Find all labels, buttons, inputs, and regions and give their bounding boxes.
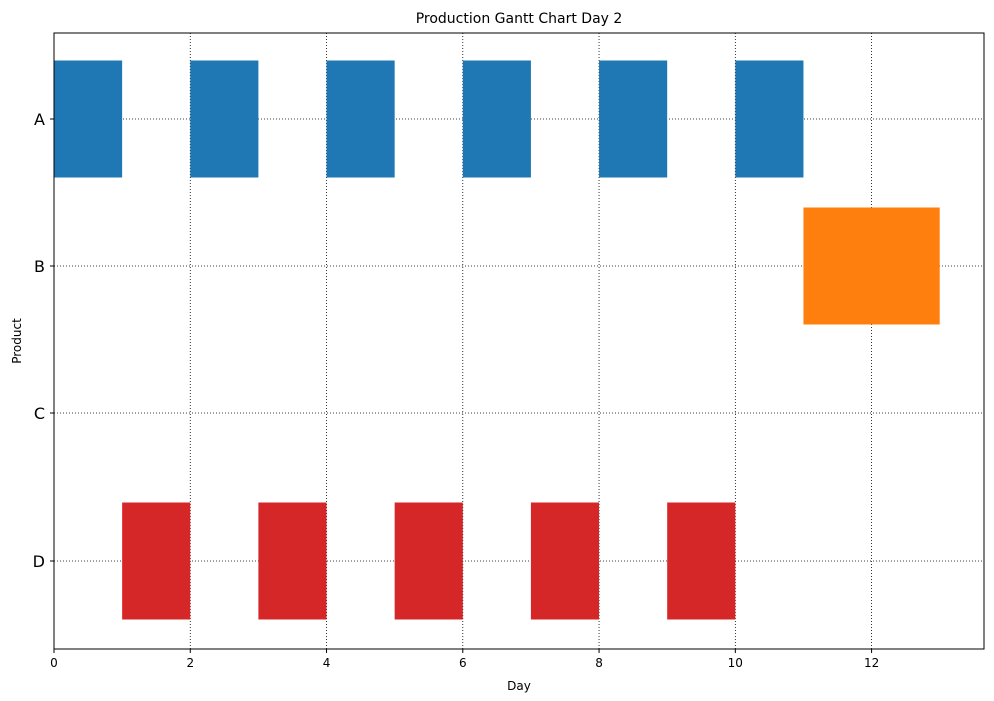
x-tick-label: 10: [728, 656, 743, 670]
y-axis-label: Product: [10, 318, 24, 364]
x-axis-ticks: 0 2 4 6 8 10 12: [50, 649, 879, 670]
chart-title: Production Gantt Chart Day 2: [416, 11, 623, 27]
plot-frame: [53, 32, 985, 650]
task-bar-a: [326, 60, 395, 178]
x-axis-label: Day: [507, 679, 531, 693]
x-tick-label: 2: [186, 656, 194, 670]
task-bar-d: [530, 502, 600, 620]
task-bar-d: [667, 502, 736, 620]
y-tick-label-a: A: [34, 110, 45, 129]
y-tick-label-d: D: [33, 552, 45, 571]
y-axis-ticks: A B C D: [33, 110, 54, 571]
task-bar-d: [258, 502, 327, 620]
task-bar-d: [394, 502, 463, 620]
task-bar-a: [599, 60, 668, 178]
x-tick-label: 12: [864, 656, 879, 670]
x-tick-label: 8: [595, 656, 603, 670]
task-bar-d: [122, 502, 191, 620]
x-tick-label: 4: [323, 656, 331, 670]
task-bars: [54, 60, 940, 620]
task-bar-a: [190, 60, 259, 178]
task-bar-a: [735, 60, 804, 178]
task-bar-b: [803, 207, 940, 325]
x-tick-label: 6: [459, 656, 467, 670]
y-tick-label-c: C: [34, 404, 45, 423]
task-bar-a: [54, 60, 123, 178]
x-tick-label: 0: [50, 656, 58, 670]
task-bar-a: [462, 60, 531, 178]
y-tick-label-b: B: [34, 257, 45, 276]
